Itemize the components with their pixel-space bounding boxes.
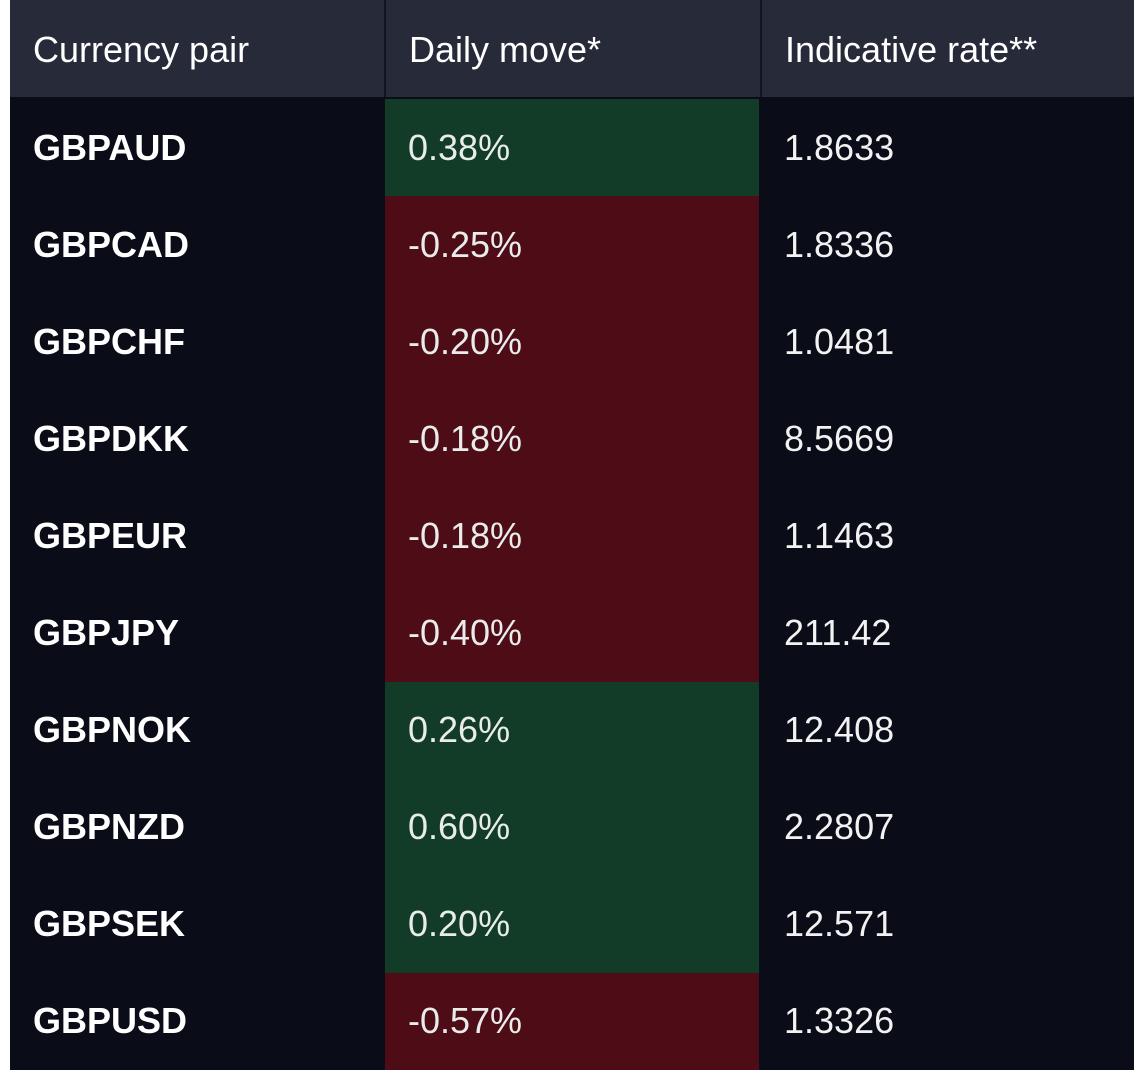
indicative-rate-cell: 2.2807 <box>784 806 895 848</box>
column-header-indicative-rate: Indicative rate** <box>785 29 1038 70</box>
table-header: Currency pair Daily move* Indicative rat… <box>10 0 1134 97</box>
indicative-rate-cell: 1.0481 <box>784 320 895 362</box>
currency-pair-cell: GBPCAD <box>33 223 190 265</box>
daily-move-cell: 0.38% <box>385 99 759 197</box>
currency-table: Currency pair Daily move* Indicative rat… <box>10 0 1134 1070</box>
table-row: GBPNOK 0.26% 12.408 <box>10 681 1134 779</box>
daily-move-cell: -0.57% <box>385 972 759 1070</box>
currency-pair-cell: GBPSEK <box>33 903 186 945</box>
table-row: GBPEUR -0.18% 1.1463 <box>10 487 1134 585</box>
indicative-rate-cell: 12.408 <box>784 709 895 751</box>
currency-pair-cell: GBPJPY <box>33 612 180 654</box>
column-header-daily-move: Daily move* <box>409 29 602 70</box>
table-row: GBPDKK -0.18% 8.5669 <box>10 390 1134 488</box>
currency-pair-cell: GBPNZD <box>33 806 185 848</box>
indicative-rate-cell: 1.3326 <box>784 1000 895 1042</box>
daily-move-cell: 0.26% <box>385 681 759 779</box>
daily-move-cell: -0.40% <box>385 584 759 682</box>
currency-pair-cell: GBPNOK <box>33 709 192 751</box>
currency-pair-cell: GBPAUD <box>33 126 187 168</box>
table-row: GBPAUD 0.38% 1.8633 <box>10 99 1134 197</box>
currency-pair-cell: GBPDKK <box>33 417 190 459</box>
indicative-rate-cell: 1.1463 <box>784 514 895 556</box>
table-body: GBPAUD 0.38% 1.8633 GBPCAD -0.25% 1.8336… <box>10 99 1134 1070</box>
indicative-rate-cell: 8.5669 <box>784 417 895 459</box>
daily-move-cell: -0.18% <box>385 390 759 488</box>
currency-pair-cell: GBPCHF <box>33 320 185 362</box>
table-row: GBPJPY -0.40% 211.42 <box>10 584 1134 682</box>
column-divider <box>384 0 386 97</box>
indicative-rate-cell: 1.8633 <box>784 126 895 168</box>
daily-move-cell: -0.25% <box>385 196 759 294</box>
daily-move-cell: -0.18% <box>385 487 759 585</box>
column-header-currency-pair: Currency pair <box>33 29 250 70</box>
table-row: GBPCAD -0.25% 1.8336 <box>10 196 1134 294</box>
column-divider <box>760 0 762 97</box>
indicative-rate-cell: 211.42 <box>784 612 892 654</box>
daily-move-cell: 0.20% <box>385 875 759 973</box>
currency-pair-cell: GBPUSD <box>33 1000 188 1042</box>
table-row: GBPSEK 0.20% 12.571 <box>10 875 1134 973</box>
table-row: GBPNZD 0.60% 2.2807 <box>10 778 1134 876</box>
indicative-rate-cell: 12.571 <box>784 903 895 945</box>
daily-move-cell: 0.60% <box>385 778 759 876</box>
table-row: GBPUSD -0.57% 1.3326 <box>10 972 1134 1070</box>
daily-move-cell: -0.20% <box>385 293 759 391</box>
indicative-rate-cell: 1.8336 <box>784 223 895 265</box>
currency-pair-cell: GBPEUR <box>33 514 188 556</box>
table-row: GBPCHF -0.20% 1.0481 <box>10 293 1134 391</box>
